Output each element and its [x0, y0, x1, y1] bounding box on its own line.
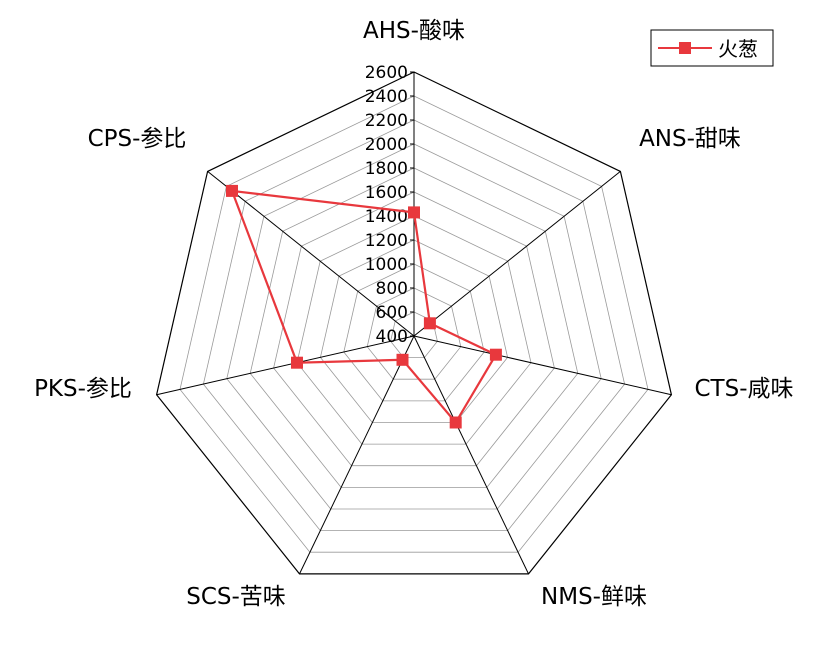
radar-grid: [155, 71, 673, 575]
grid-ring-2200: [202, 119, 626, 531]
legend-marker: [679, 42, 691, 54]
spoke-3: [413, 335, 529, 575]
data-point-3: [449, 416, 462, 429]
spoke-1: [413, 171, 621, 337]
tick-label-2200: 2200: [365, 111, 408, 131]
grid-ring-1800: [249, 167, 579, 488]
radial-tick-labels: 400 600 800 1000 1200 1400 1600 1800 2000 2200 240…: [365, 63, 414, 347]
axis-label-ahs: AHS-酸味: [363, 18, 465, 44]
tick-label-2400: 2400: [365, 87, 408, 107]
axis-labels: AHS-酸味 ANS-甜味 CTS-咸味 NMS-鲜味 SCS-苦味 PKS-参…: [34, 18, 793, 610]
spoke-6: [207, 171, 415, 337]
axis-label-nms: NMS-鲜味: [541, 584, 647, 610]
axis-label-cps: CPS-参比: [88, 126, 187, 152]
tick-label-1000: 1000: [365, 255, 408, 275]
radar-spokes: [156, 72, 672, 575]
data-point-1: [423, 317, 436, 330]
grid-ring-2400: [179, 95, 649, 553]
grid-ring-1200: [319, 239, 509, 423]
tick-label-1600: 1600: [365, 183, 408, 203]
tick-label-2000: 2000: [365, 135, 408, 155]
grid-ring-1400: [296, 215, 532, 445]
series-huocong: [226, 184, 502, 429]
legend: 火葱: [650, 29, 774, 67]
data-point-5: [291, 356, 303, 369]
tick-label-2600: 2600: [365, 63, 408, 83]
axis-label-cts: CTS-咸味: [694, 376, 793, 402]
data-point-0: [408, 206, 420, 219]
spoke-4: [299, 335, 415, 575]
series-line-0: [230, 189, 498, 425]
data-point-6: [226, 184, 238, 197]
grid-ring-2000: [226, 143, 602, 510]
tick-label-800: 800: [376, 279, 408, 299]
tick-label-1800: 1800: [365, 159, 408, 179]
tick-label-1400: 1400: [365, 207, 408, 227]
axis-label-ans: ANS-甜味: [639, 126, 741, 152]
tick-label-1200: 1200: [365, 231, 408, 251]
spoke-5: [156, 335, 415, 396]
legend-label: 火葱: [718, 37, 758, 61]
tick-label-600: 600: [376, 303, 408, 323]
axis-label-scs: SCS-苦味: [186, 584, 286, 610]
tick-label-400: 400: [376, 327, 408, 347]
spoke-2: [413, 335, 672, 396]
grid-ring-2600: [155, 71, 673, 575]
data-point-4: [396, 353, 409, 366]
grid-ring-1600: [273, 191, 555, 467]
axis-label-pks: PKS-参比: [34, 376, 132, 402]
data-point-2: [489, 348, 502, 361]
grid-ring-1000: [343, 263, 485, 402]
grid-ring-800: [366, 287, 462, 380]
